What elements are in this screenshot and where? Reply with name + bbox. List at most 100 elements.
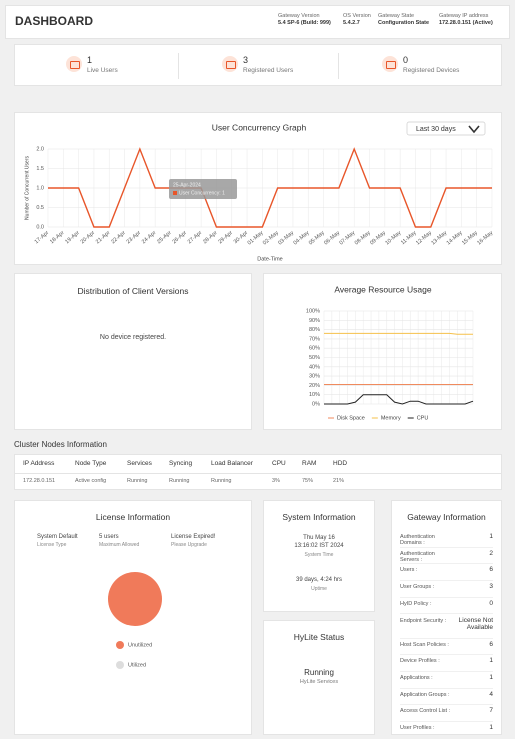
card-title: Distribution of Client Versions xyxy=(77,286,189,296)
range-dropdown[interactable] xyxy=(406,121,486,136)
header: DASHBOARD Gateway Version 5.4 SP-6 (Build… xyxy=(5,5,510,39)
license-label: Maximum Allowed xyxy=(99,542,140,548)
gateway-item: Authentication Servers : 2 xyxy=(400,547,493,565)
y-tick-label: 0% xyxy=(312,401,320,407)
stat-icon-glyph xyxy=(70,61,80,69)
license-label: Please Upgrade xyxy=(171,542,207,548)
x-tick-label: 19-Apr xyxy=(64,230,81,245)
stat-value: 3 xyxy=(243,55,249,65)
stat-value: 1 xyxy=(87,55,93,65)
info-label: Gateway IP address xyxy=(439,13,489,19)
x-tick-label: 17-Apr xyxy=(34,230,51,245)
x-tick-label: 01-May xyxy=(247,230,265,247)
x-tick-label: 18-Apr xyxy=(49,230,66,245)
y-tick-label: 1.5 xyxy=(36,166,44,172)
series-line xyxy=(324,394,474,405)
gateway-value: 1 xyxy=(489,673,493,681)
table-divider xyxy=(15,473,501,474)
y-tick-label: 100% xyxy=(306,308,320,314)
x-tick-label: 20-Apr xyxy=(80,230,97,245)
x-tick-label: 26-Apr xyxy=(172,230,189,245)
legend-label: Utilized xyxy=(128,662,146,668)
gateway-item: Applications : 1 xyxy=(400,671,493,689)
concurrency-chart: User Concurrency Graph Last 30 days 0.0 0.5… xyxy=(24,121,494,262)
table-cell: Running xyxy=(169,478,190,484)
system-time: 13:16:02 IST 2024 xyxy=(294,543,344,549)
gateway-label: Endpoint Security : xyxy=(400,617,447,624)
gateway-item: HyID Policy : 0 xyxy=(400,597,493,615)
system-date: Thu May 16 xyxy=(303,535,335,541)
y-tick-label: 70% xyxy=(309,336,320,342)
chart-title: User Concurrency Graph xyxy=(212,122,307,132)
info-label: Gateway State xyxy=(378,13,415,19)
page-title: DASHBOARD xyxy=(15,14,93,28)
gateway-item: Endpoint Security : License Not Available xyxy=(400,614,493,639)
license-pie: Unutilized Utilized xyxy=(108,572,162,669)
distribution-card: Distribution of Client Versions No devic… xyxy=(14,273,252,430)
table-cell: 3% xyxy=(272,478,280,484)
stat-divider xyxy=(338,53,339,79)
y-tick-label: 0.5 xyxy=(36,205,44,211)
y-tick-label: 40% xyxy=(309,364,320,370)
column-header: IP Address xyxy=(23,460,55,467)
x-tick-label: 25-Apr xyxy=(156,230,173,245)
table-cell: 172.28.0.151 xyxy=(23,478,56,484)
x-tick-label: 03-May xyxy=(277,230,295,247)
y-axis-label: Number of Concurrent Users xyxy=(24,156,30,220)
license-label: License Type xyxy=(37,542,67,548)
tooltip xyxy=(169,179,237,199)
y-tick-label: 20% xyxy=(309,383,320,389)
x-tick-label: 05-May xyxy=(308,230,326,247)
gateway-item: User Groups : 3 xyxy=(400,580,493,598)
gateway-label: Device Profiles : xyxy=(400,658,440,665)
x-tick-label: 11-May xyxy=(400,230,418,246)
x-tick-label: 14-May xyxy=(446,230,464,247)
system-card: System Information Thu May 16 13:16:02 I… xyxy=(263,500,375,612)
gateway-value: 7 xyxy=(489,707,493,715)
stats-card: 1 Live Users 3 Registered Users 0 Registered … xyxy=(14,44,502,86)
gateway-value: 0 xyxy=(489,599,493,607)
gateway-item: Access Control List : 7 xyxy=(400,704,493,722)
hylite-label: HyLite Services xyxy=(299,679,339,685)
info-value: 5.4 SP-6 (Build: 999) xyxy=(278,20,331,26)
table-cell: Active config xyxy=(75,478,107,484)
card-title: System Information xyxy=(282,512,356,522)
info-value: 172.28.0.151 (Active) xyxy=(439,20,493,26)
gateway-item: Users : 6 xyxy=(400,563,493,582)
gateway-value: 2 xyxy=(489,549,493,557)
gateway-value: 1 xyxy=(489,657,493,665)
license-value: License Expired! xyxy=(171,534,216,540)
x-tick-label: 12-May xyxy=(415,230,433,247)
resource-card: Average Resource Usage 0% 10% 20% 30% 40% 50% 6… xyxy=(263,273,502,430)
gateway-value: 6 xyxy=(489,566,493,574)
cluster-table: IP Address Node Type Services Syncing Load B… xyxy=(14,454,502,490)
gateway-item: Authentication Domains : 1 xyxy=(400,530,493,548)
x-tick-label: 21-Apr xyxy=(95,230,112,245)
x-tick-label: 29-Apr xyxy=(217,230,234,245)
card-title: License Information xyxy=(95,512,171,522)
gateway-value: 3 xyxy=(489,583,493,591)
gateway-label: Access Control List : xyxy=(400,708,451,715)
info-label: OS Version xyxy=(343,13,371,19)
x-tick-label: 09-May xyxy=(369,230,387,247)
x-tick-label: 06-May xyxy=(323,230,341,247)
tooltip-swatch xyxy=(173,191,177,195)
gateway-value: 4 xyxy=(489,690,493,698)
y-tick-label: 0.0 xyxy=(36,224,44,230)
gateway-label: Users : xyxy=(400,567,418,574)
stat-label: Registered Users xyxy=(243,67,294,74)
tooltip-date: 25-Apr-2024 xyxy=(173,182,201,188)
info-value: Configuration State xyxy=(378,20,430,26)
stat-label: Live Users xyxy=(87,67,118,74)
gateway-item: User Profiles : 1 xyxy=(400,721,493,734)
y-tick-label: 30% xyxy=(309,374,320,380)
uptime: 39 days, 4:24 hrs xyxy=(295,577,343,583)
x-tick-label: 02-May xyxy=(262,230,280,247)
stat-value: 0 xyxy=(403,55,409,65)
gateway-item: Host Scan Policies : 6 xyxy=(400,638,493,656)
table-cell: Running xyxy=(127,478,148,484)
table-cell: Running xyxy=(211,478,232,484)
tooltip-text: User Concurrency: 1 xyxy=(179,190,225,196)
x-tick-label: 10-May xyxy=(384,230,402,247)
y-tick-label: 80% xyxy=(309,327,320,333)
